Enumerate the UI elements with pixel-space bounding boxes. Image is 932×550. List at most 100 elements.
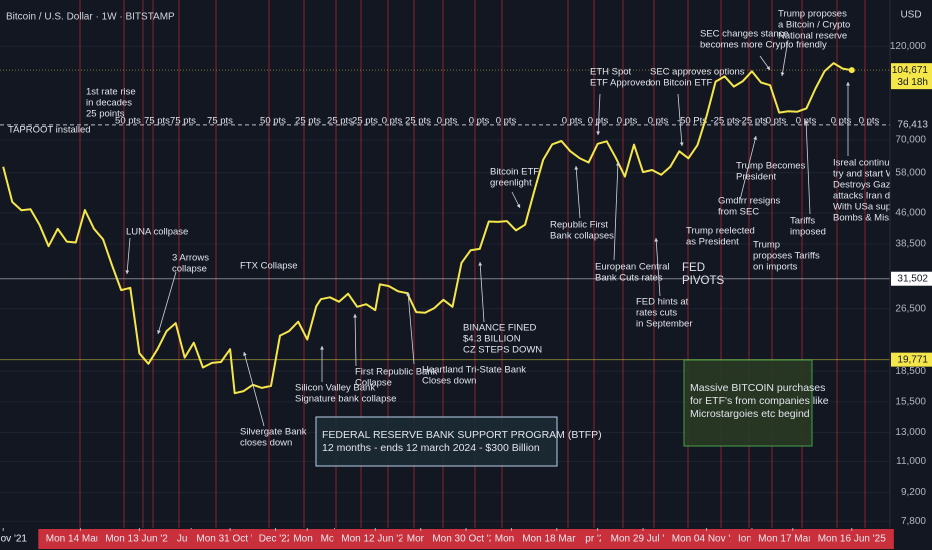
annotation: closes down [240,438,292,449]
arrow-head [478,262,483,266]
annotation: Heartland Tri-State Bank [422,365,526,376]
arrow-head [846,82,850,86]
annotation: BINANCE FINED [463,323,537,334]
annotation: Silvergate Bank [240,427,307,438]
x-tick-label: Mon 17 Mar '25 [758,534,828,545]
price-label-box [891,63,932,90]
x-tick-label: Mon 18 Mar '24 [522,534,592,545]
header-title: Bitcoin / U.S. Dollar · 1W · BITSTAMP [6,12,175,23]
rate-label: 0 pts [648,116,669,127]
arrow-head [766,66,770,70]
annotation: Bank Cuts rates [595,273,663,284]
price-label-box [891,271,932,286]
note-text: FEDERAL RESERVE BANK SUPPORT PROGRAM (BT… [322,429,602,441]
annotation: from SEC [718,207,759,218]
x-tick-label: Mon 12 Jun '23 [341,534,410,545]
arrow-head [243,352,247,356]
annotation: Collapse [355,378,392,389]
arrow [479,261,485,323]
rate-label: 0 pts [588,116,609,127]
y-tick-label: 18,500 [895,366,926,377]
y-tick-label: 7,800 [901,516,926,527]
rate-label: -25 pts [710,116,739,127]
rate-label: 25 pts [327,116,353,127]
annotation: greenlight [490,178,532,189]
x-tick-bg [251,529,300,549]
note-box [683,359,813,447]
x-tick-bg [188,529,273,549]
annotation: ETH Spot [590,67,632,78]
rate-label: 25 pts [295,116,321,127]
rate-label: -50 Pts [677,116,707,127]
rate-label: 75 pts [170,116,196,127]
x-tick-label: Mon 29 [495,534,529,545]
annotation: 3 Arrows [172,253,209,264]
annotation: Bitcoin ETF [490,167,539,178]
arrow-head [596,131,601,135]
annotation: SEC approves options [650,67,745,78]
price-label-box [891,352,932,367]
arrow [781,39,789,77]
annotation: in September [636,319,693,330]
arrow [677,93,683,147]
annotation: FTX Collapse [240,261,298,272]
annotation: Closes down [422,376,476,387]
annotation: imposed [790,227,826,238]
annotation: CZ STEPS DOWN [463,345,542,356]
annotation: Destroys Gaza an [833,180,909,191]
x-tick-label: Mon 13 Jun '22 [105,534,174,545]
x-tick-label: Mon 04 Nov '24 [672,534,742,545]
price-timer: 3d 18h [897,77,928,88]
rate-label: 0 pts [496,116,517,127]
rate-label: 50 pts [115,116,141,127]
rate-label: 0 pts [617,116,638,127]
arrow [805,119,811,215]
x-tick-label: 15 Nov '21 [0,534,27,545]
y-tick-label: 38,500 [895,239,926,250]
y-tick-label: 13,000 [895,427,926,438]
annotation: PIVOTS [682,275,725,287]
rate-label: 75 pts [207,116,233,127]
annotation: European Central [595,262,669,273]
arrow-head [353,314,357,318]
x-tick-label: Mon 2 [293,534,321,545]
note-box [315,416,558,467]
x-tick-label: Mon 30 Oct '23 [432,534,500,545]
currency: USD [900,10,921,21]
annotation: Trump [753,240,780,251]
price-label: 31,502 [897,273,928,284]
y-tick-label: 70,000 [895,135,926,146]
x-tick-bg [97,529,182,549]
annotation: attacks Iran direc [833,191,906,202]
annotation: Bombs & Missiles [833,213,908,224]
annotation: FED [682,262,705,274]
annotation: 25 points [86,109,125,120]
arrow-head [406,292,411,296]
x-tick-bg [664,529,749,549]
y-tick-label: 120,000 [890,41,927,52]
annotation: collapse [172,264,207,275]
x-tick-label: Mon 14 Mar '22 [46,534,116,545]
y-tick-label: 15,500 [895,397,926,408]
x-tick-label: Mon 29 Jul '24 [611,534,676,545]
annotation: as President [686,237,739,248]
rate-label: -25 pts [738,116,767,127]
arrow-head [125,270,130,274]
rate-label: 0 pts [437,116,458,127]
annotation: proposes Tariffs [753,251,820,262]
annotation: With USa supplie [833,202,906,213]
price-label: 19,771 [897,354,928,365]
rate-label: 0 pts [766,116,787,127]
x-tick-label: pr '24 [585,534,610,545]
price-label: 76,413 [897,119,928,130]
x-tick-bg [423,529,509,549]
y-tick-label: 9,200 [901,487,926,498]
annotation: National reserve [778,31,847,42]
arrow [739,135,757,201]
x-tick-label: Mon 16 Jun '25 [818,534,887,545]
annotation: SEC changes stance [700,29,789,40]
x-tick-label: Mon 31 Oct '22 [196,534,264,545]
arrow-head [516,204,521,208]
